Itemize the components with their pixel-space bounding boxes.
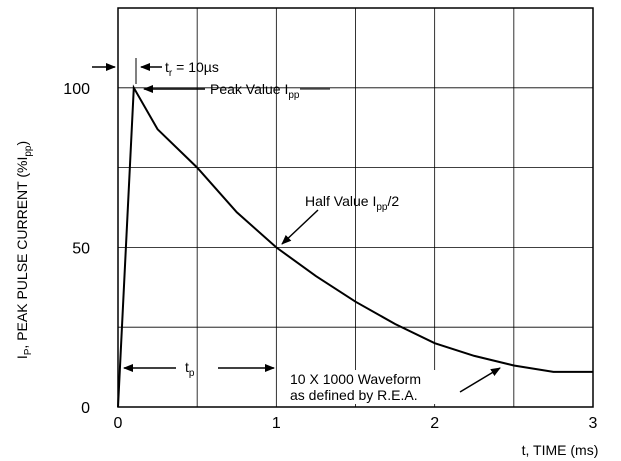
y-axis-title: IP, PEAK PULSE CURRENT (%Ipp) [14, 141, 34, 359]
svg-text:Half Value Ipp/2: Half Value Ipp/2 [305, 193, 399, 213]
x-tick-label: 3 [589, 415, 598, 432]
x-tick-label: 1 [272, 415, 281, 432]
rise-time-annotation: tr = 10µs [92, 58, 219, 84]
svg-text:Peak Value Ipp: Peak Value Ipp [210, 81, 300, 101]
svg-text:as defined by R.E.A.: as defined by R.E.A. [290, 387, 418, 403]
x-axis-title: t, TIME (ms) [522, 442, 599, 458]
tp-annotation: tp [123, 359, 275, 379]
waveform-description-annotation: 10 X 1000 Waveform as defined by R.E.A. [286, 367, 501, 404]
x-tick-label: 2 [430, 415, 439, 432]
svg-text:10 X 1000 Waveform: 10 X 1000 Waveform [290, 371, 421, 387]
waveform-curve [117, 84, 593, 408]
y-tick-label: 0 [81, 400, 90, 417]
plot-frame [117, 7, 594, 408]
peak-value-annotation: Peak Value Ipp [143, 81, 330, 101]
y-tick-label: 100 [63, 81, 90, 98]
y-tick-label: 50 [72, 240, 90, 257]
svg-text:tp: tp [185, 359, 195, 379]
x-tick-labels: 0 1 2 3 [114, 415, 598, 432]
half-value-annotation: Half Value Ipp/2 [281, 193, 399, 245]
y-tick-labels: 0 50 100 [63, 81, 90, 417]
x-tick-label: 0 [114, 415, 123, 432]
svg-text:tr = 10µs: tr = 10µs [165, 59, 219, 79]
